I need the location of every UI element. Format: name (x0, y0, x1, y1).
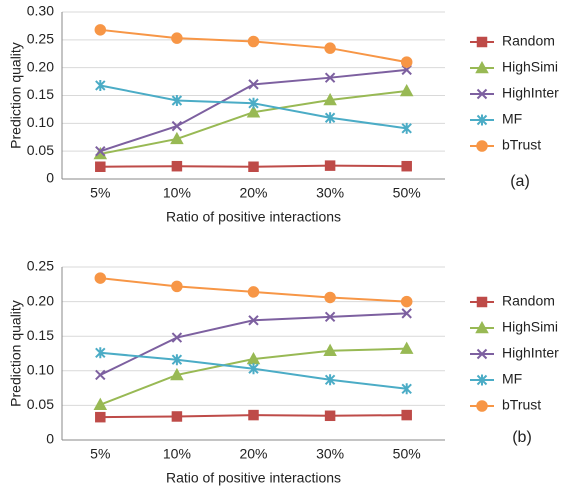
data-point (247, 286, 260, 298)
legend-marker (476, 400, 488, 412)
legend-marker (475, 320, 489, 334)
data-point (95, 347, 106, 359)
data-point (95, 369, 106, 381)
data-point (95, 79, 106, 91)
x-tick-label: 20% (239, 446, 267, 462)
data-point (324, 374, 336, 386)
data-point (323, 343, 337, 356)
data-point (401, 383, 412, 395)
data-point (171, 95, 183, 107)
y-tick-label: 0.25 (27, 258, 54, 274)
legend-label: HighInter (502, 345, 559, 361)
data-point (95, 145, 106, 157)
y-tick-label: 0.10 (27, 114, 54, 130)
y-tick-label: 0.10 (27, 362, 54, 378)
y-tick-label: 0.20 (27, 292, 54, 308)
legend-marker (475, 60, 489, 74)
data-point (248, 97, 259, 109)
data-point (399, 83, 414, 97)
y-tick-label: 0 (46, 431, 54, 447)
x-tick-label: 10% (163, 185, 191, 201)
data-point (324, 160, 336, 171)
legend-marker (476, 88, 488, 100)
data-point (171, 354, 183, 366)
x-tick-label: 50% (393, 185, 421, 201)
y-tick-label: 0.05 (27, 142, 54, 158)
legend-label: HighSimi (502, 319, 558, 335)
data-point (248, 79, 259, 90)
legend-label: bTrust (502, 397, 541, 413)
data-point (171, 411, 183, 422)
y-tick-label: 0 (46, 170, 54, 186)
data-point (94, 24, 107, 36)
y-tick-label: 0.30 (27, 3, 54, 19)
data-point (246, 105, 261, 118)
y-tick-label: 0.15 (27, 327, 54, 343)
data-point (401, 122, 412, 134)
data-point (171, 32, 183, 44)
legend-marker (476, 348, 488, 360)
data-point (170, 367, 184, 381)
x-tick-label: 30% (316, 185, 344, 201)
x-tick-label: 20% (239, 185, 267, 201)
data-point (248, 315, 259, 326)
data-point (247, 35, 260, 48)
data-point (399, 341, 414, 354)
data-point (324, 112, 336, 124)
data-point (324, 311, 336, 323)
data-point (95, 411, 106, 423)
y-tick-label: 0.15 (27, 86, 54, 102)
data-point (324, 410, 336, 422)
legend-marker (476, 374, 488, 386)
x-tick-label: 30% (316, 446, 344, 462)
legend-marker (476, 140, 488, 152)
y-axis-title: Prediction quality (8, 300, 24, 407)
legend-label: HighInter (502, 85, 559, 101)
data-point (323, 92, 337, 106)
data-point (171, 120, 183, 132)
data-point (401, 409, 412, 421)
x-axis-title: Ratio of positive interactions (166, 209, 341, 225)
data-point (170, 131, 184, 145)
data-point (171, 280, 183, 293)
data-point (324, 291, 336, 304)
x-axis-title: Ratio of positive interactions (166, 470, 341, 486)
legend-marker (476, 114, 488, 126)
data-point (324, 42, 336, 54)
legend-marker (476, 36, 488, 48)
y-tick-label: 0.20 (27, 58, 54, 74)
data-point (248, 161, 259, 173)
legend-marker (476, 296, 488, 308)
y-tick-label: 0.05 (27, 396, 54, 412)
x-tick-label: 5% (90, 185, 110, 201)
x-tick-label: 10% (163, 446, 191, 462)
data-point (95, 161, 106, 173)
data-point (171, 332, 183, 343)
legend-label: Random (502, 293, 555, 309)
data-point (248, 409, 259, 421)
data-point (400, 295, 413, 308)
panel-label: (a) (510, 173, 530, 190)
data-point (400, 56, 413, 68)
data-point (401, 308, 412, 319)
legend-label: MF (502, 371, 522, 387)
x-tick-label: 5% (90, 446, 110, 462)
data-point (248, 363, 259, 375)
data-point (324, 72, 336, 83)
data-point (93, 397, 108, 410)
x-tick-label: 50% (393, 446, 421, 462)
legend-label: Random (502, 33, 555, 49)
legend-label: HighSimi (502, 59, 558, 75)
legend-label: bTrust (502, 137, 541, 153)
y-tick-label: 0.25 (27, 31, 54, 47)
y-axis-title: Prediction quality (8, 42, 24, 149)
data-point (94, 272, 107, 284)
data-point (401, 160, 412, 172)
panel-label: (b) (512, 429, 532, 446)
legend-label: MF (502, 111, 522, 127)
data-point (171, 160, 183, 172)
